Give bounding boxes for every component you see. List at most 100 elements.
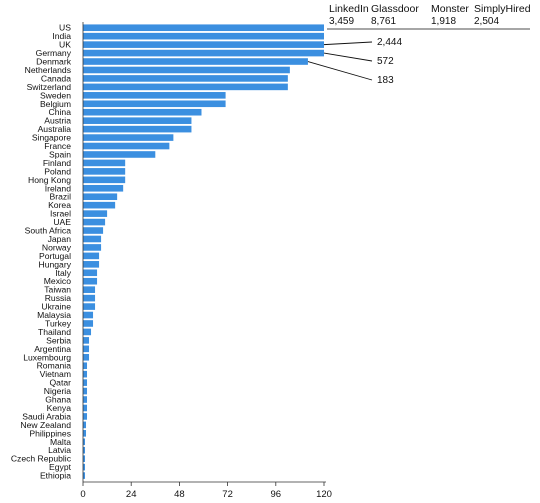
legend: LinkedIn 3,459 Glassdoor 8,761 Monster 1… (327, 3, 531, 30)
category-label-south-africa: South Africa (25, 226, 72, 236)
category-label-thailand: Thailand (38, 327, 71, 337)
bar-japan (83, 235, 102, 243)
bar-taiwan (83, 286, 96, 293)
callout-line-uk (323, 41, 373, 46)
category-label-philippines: Philippines (29, 428, 71, 438)
bar-kenya (83, 404, 88, 412)
bar-austria (83, 117, 192, 124)
bar-romania (83, 362, 88, 370)
category-label-us: US (59, 23, 71, 33)
bar-uae (83, 218, 106, 226)
category-label-taiwan: Taiwan (44, 285, 71, 295)
bar-ukraine (83, 303, 96, 310)
bar-ethiopia (83, 472, 86, 479)
bar-malta (83, 438, 86, 446)
category-label-germany: Germany (36, 48, 72, 58)
category-labels: USIndiaUKGermanyDenmarkNetherlandsCanada… (11, 23, 72, 481)
bar-canada (83, 75, 288, 82)
bars (83, 24, 324, 479)
category-label-ukraine: Ukraine (41, 302, 71, 312)
legend-name-linkedin: LinkedIn (329, 3, 369, 15)
callout-line-denmark (307, 61, 373, 81)
legend-value-linkedin: 3,459 (329, 16, 354, 27)
bar-korea (83, 201, 116, 209)
category-label-saudi-arabia: Saudi Arabia (22, 411, 71, 421)
legend-value-glassdoor: 8,761 (371, 16, 396, 27)
x-tick-label: 120 (316, 489, 332, 500)
bar-australia (83, 125, 192, 133)
category-label-japan: Japan (48, 234, 72, 244)
bar-russia (83, 294, 96, 302)
category-label-canada: Canada (41, 73, 71, 83)
category-label-luxembourg: Luxembourg (23, 352, 71, 362)
category-label-australia: Australia (38, 124, 72, 134)
bar-new-zealand (83, 421, 87, 429)
category-label-qatar: Qatar (50, 378, 72, 388)
bar-india (83, 32, 324, 40)
category-label-russia: Russia (45, 293, 71, 303)
category-label-romania: Romania (37, 361, 72, 371)
callout-label-germany: 572 (377, 56, 394, 67)
bar-denmark (83, 58, 308, 65)
category-label-mexico: Mexico (44, 276, 71, 286)
bar-us (83, 24, 324, 32)
bar-mexico (83, 277, 98, 285)
category-label-india: India (52, 31, 71, 41)
category-label-spain: Spain (49, 149, 71, 159)
bar-latvia (83, 446, 86, 454)
bar-sweden (83, 92, 226, 99)
bar-ireland (83, 184, 124, 192)
category-label-norway: Norway (42, 242, 72, 252)
callout-line-germany (323, 52, 373, 62)
x-tick-label: 24 (126, 489, 137, 500)
category-label-netherlands: Netherlands (25, 65, 71, 75)
x-tick-label: 72 (222, 489, 233, 500)
bar-qatar (83, 379, 88, 386)
bar-israel (83, 210, 108, 217)
category-label-ethiopia: Ethiopia (40, 471, 71, 481)
category-label-malta: Malta (50, 437, 71, 447)
callouts: 2,444 572 183 (307, 37, 402, 86)
bar-saudi-arabia (83, 413, 88, 420)
category-label-kenya: Kenya (47, 403, 72, 413)
bar-ghana (83, 396, 88, 403)
bar-hungary (83, 261, 100, 268)
bar-spain (83, 151, 156, 158)
category-label-poland: Poland (44, 166, 71, 176)
x-tick-label: 48 (174, 489, 185, 500)
bar-netherlands (83, 66, 290, 74)
bar-turkey (83, 320, 94, 327)
category-label-finland: Finland (43, 158, 71, 168)
category-label-uk: UK (59, 40, 71, 50)
legend-name-simplyhired: SimplyHired (474, 3, 531, 15)
bar-france (83, 142, 170, 150)
category-label-denmark: Denmark (36, 57, 72, 67)
x-axis: 0 24 48 72 96 120 (80, 22, 332, 500)
bar-norway (83, 244, 102, 251)
x-tick-label: 0 (80, 489, 85, 500)
legend-name-monster: Monster (431, 3, 469, 15)
bar-portugal (83, 252, 100, 260)
category-label-austria: Austria (44, 116, 71, 126)
category-label-china: China (49, 107, 72, 117)
bar-egypt (83, 463, 86, 471)
bar-czech-republic (83, 455, 86, 462)
category-label-new-zealand: New Zealand (20, 420, 71, 430)
bar-thailand (83, 328, 92, 336)
bar-nigeria (83, 387, 88, 395)
bar-luxembourg (83, 353, 90, 361)
bar-singapore (83, 134, 174, 141)
bar-hong-kong (83, 176, 126, 184)
category-label-malaysia: Malaysia (37, 310, 71, 320)
category-label-czech-republic: Czech Republic (11, 454, 72, 464)
category-label-nigeria: Nigeria (44, 386, 71, 396)
legend-value-simplyhired: 2,504 (474, 16, 499, 27)
category-label-singapore: Singapore (32, 133, 71, 143)
category-label-portugal: Portugal (39, 251, 71, 261)
category-label-serbia: Serbia (46, 335, 71, 345)
bar-vietnam (83, 370, 88, 378)
bar-germany (83, 49, 324, 57)
callout-label-denmark: 183 (377, 75, 394, 86)
bar-argentina (83, 345, 90, 353)
